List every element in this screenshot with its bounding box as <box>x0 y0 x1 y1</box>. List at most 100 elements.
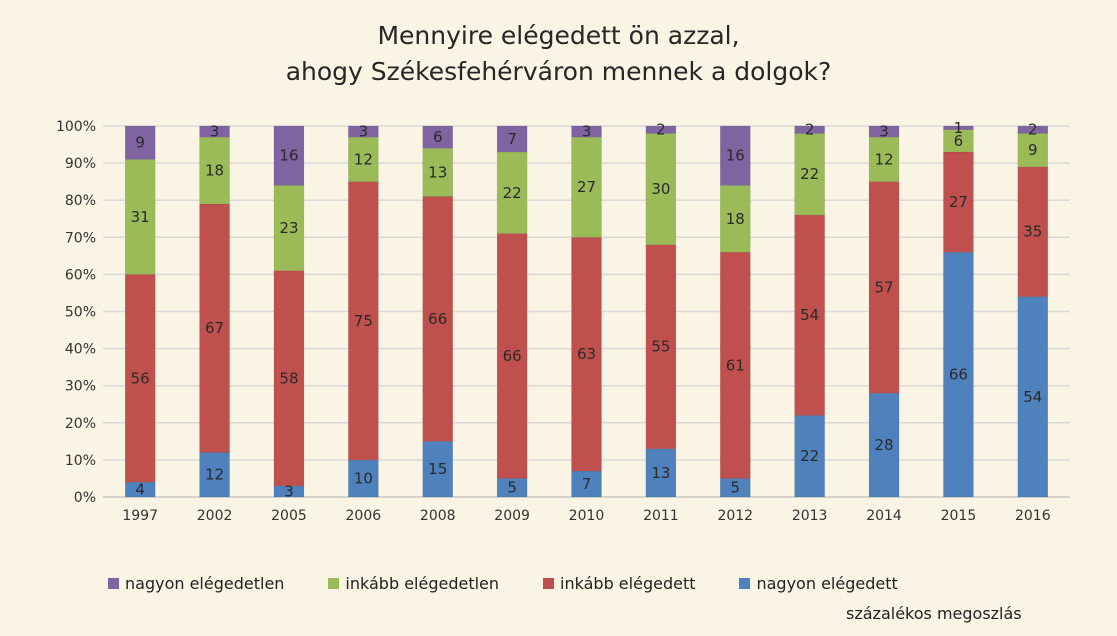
data-label: 16 <box>726 147 745 165</box>
bar-segment <box>645 244 677 450</box>
bar-segment <box>422 148 453 197</box>
bar-segment <box>868 136 900 182</box>
data-label: 22 <box>503 184 522 202</box>
data-label: 12 <box>874 150 893 168</box>
legend-label: nagyon elégedetlen <box>125 574 285 593</box>
x-tick-label: 1997 <box>122 508 158 524</box>
x-tick-label: 2015 <box>941 508 977 524</box>
x-tick-label: 2006 <box>346 508 382 524</box>
chart-title-line-2: ahogy Székesfehérváron mennek a dolgok? <box>285 57 832 86</box>
data-label: 22 <box>800 165 819 183</box>
x-tick-label: 2013 <box>792 508 828 524</box>
legend-swatch <box>739 578 751 589</box>
y-tick-label: 40% <box>65 342 96 358</box>
legend-label: inkább elégedett <box>560 574 696 593</box>
bar-segment <box>124 481 156 498</box>
bar-segment <box>496 233 528 479</box>
data-label: 54 <box>1023 388 1042 406</box>
data-label: 23 <box>279 219 298 237</box>
data-label: 3 <box>582 123 592 141</box>
data-label: 6 <box>433 128 443 146</box>
legend: nagyon elégedetlen inkább elégedetlen inká… <box>108 574 942 593</box>
chart-title-line-1: Mennyire elégedett ön azzal, <box>377 21 740 50</box>
bar-segment <box>794 125 825 134</box>
data-label: 3 <box>284 482 294 500</box>
bar-segment <box>422 196 453 442</box>
y-tick-label: 50% <box>65 305 96 321</box>
y-tick-label: 60% <box>65 267 96 283</box>
data-label: 16 <box>279 147 298 165</box>
data-label: 63 <box>577 345 596 363</box>
bar-segment <box>794 133 825 216</box>
data-label: 9 <box>1028 141 1038 159</box>
bar-segment <box>794 214 825 416</box>
data-label: 57 <box>874 278 893 296</box>
data-label: 13 <box>428 163 447 181</box>
bar-segment <box>571 470 602 498</box>
data-label: 58 <box>279 369 298 387</box>
y-axis-tick-labels: 0% 10% 20% 30% 40% 50% 60% 70% 80% 90% 100% <box>56 119 96 506</box>
data-label: 54 <box>800 306 819 324</box>
data-label: 28 <box>874 436 893 454</box>
bar-segment <box>1017 133 1049 168</box>
data-label: 61 <box>726 356 745 374</box>
bar-segment <box>496 125 528 153</box>
data-label: 5 <box>507 479 517 497</box>
bar-segment <box>571 237 602 472</box>
data-label: 67 <box>205 319 224 337</box>
data-label: 31 <box>131 208 150 226</box>
bar-segment <box>273 125 305 186</box>
y-tick-label: 10% <box>65 453 96 469</box>
bar-segment <box>422 125 453 149</box>
data-label: 2 <box>805 121 815 139</box>
bar-segment <box>496 151 528 234</box>
bar-segment <box>943 125 974 130</box>
data-label: 1 <box>954 119 964 137</box>
data-label: 3 <box>359 123 369 141</box>
bar-segment <box>720 251 751 479</box>
bar-segment <box>199 203 230 453</box>
chart-title: Mennyire elégedett ön azzal, ahogy Széke… <box>0 18 1117 90</box>
x-tick-label: 2009 <box>494 508 530 524</box>
bar-segment <box>348 459 379 498</box>
bar-segment <box>868 125 900 138</box>
y-tick-label: 70% <box>65 230 96 246</box>
bar-segment <box>943 151 974 253</box>
y-tick-label: 0% <box>74 490 96 506</box>
data-label: 12 <box>205 466 224 484</box>
bar-segment <box>348 181 379 461</box>
bar-segment <box>348 136 379 182</box>
bar-segment <box>645 133 677 245</box>
legend-item: nagyon elégedetlen <box>108 574 284 593</box>
bar-segment <box>422 441 453 498</box>
data-label: 56 <box>131 369 150 387</box>
data-label: 15 <box>428 460 447 478</box>
legend-item: inkább elégedetlen <box>328 574 499 593</box>
bar-segment <box>273 270 305 487</box>
legend-swatch <box>108 578 119 589</box>
y-tick-label: 100% <box>56 119 96 135</box>
y-tick-label: 90% <box>65 156 96 172</box>
legend-swatch <box>543 578 555 589</box>
bar-segment <box>199 125 230 138</box>
x-tick-label: 2005 <box>271 508 307 524</box>
bar-segment <box>273 185 305 271</box>
legend-item: nagyon elégedett <box>739 574 898 593</box>
data-label: 55 <box>651 338 670 356</box>
bar-segment <box>348 125 379 138</box>
unit-note: százalékos megoszlás <box>846 604 1022 623</box>
x-axis-tick-labels: 1997 2002 2005 2006 2008 2009 2010 2011 2012 2013… <box>122 508 1050 524</box>
bar-segment <box>571 125 602 138</box>
data-label: 3 <box>210 123 220 141</box>
data-label: 7 <box>582 475 592 493</box>
x-tick-label: 2014 <box>866 508 902 524</box>
bar-segment <box>124 274 156 483</box>
data-label: 10 <box>354 469 373 487</box>
data-label: 3 <box>879 123 889 141</box>
data-label: 66 <box>503 347 522 365</box>
data-label: 7 <box>507 130 517 148</box>
bar-segment <box>124 125 156 160</box>
data-label: 30 <box>651 180 670 198</box>
data-labels: 4563191267183358231610751231566136566227… <box>131 119 1043 501</box>
